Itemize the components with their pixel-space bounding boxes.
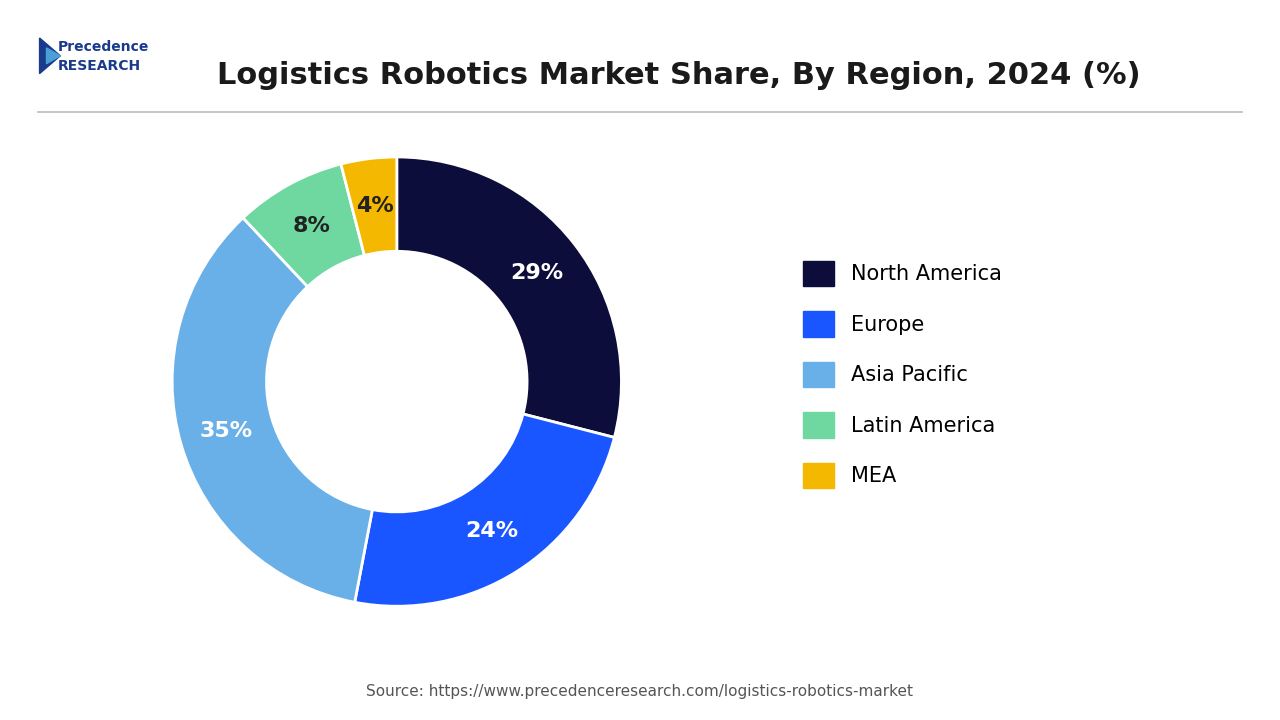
- Wedge shape: [340, 157, 397, 256]
- Text: 24%: 24%: [466, 521, 518, 541]
- Legend: North America, Europe, Asia Pacific, Latin America, MEA: North America, Europe, Asia Pacific, Lat…: [803, 261, 1001, 488]
- Polygon shape: [46, 48, 60, 64]
- Text: Logistics Robotics Market Share, By Region, 2024 (%): Logistics Robotics Market Share, By Regi…: [216, 61, 1140, 90]
- Wedge shape: [397, 157, 621, 438]
- Text: 35%: 35%: [200, 421, 253, 441]
- Wedge shape: [173, 218, 372, 602]
- Wedge shape: [355, 414, 614, 606]
- Text: Precedence
RESEARCH: Precedence RESEARCH: [58, 40, 148, 73]
- Wedge shape: [243, 164, 365, 287]
- Polygon shape: [40, 38, 60, 73]
- Text: 8%: 8%: [292, 216, 330, 236]
- Text: 4%: 4%: [356, 196, 393, 215]
- Text: Source: https://www.precedenceresearch.com/logistics-robotics-market: Source: https://www.precedenceresearch.c…: [366, 684, 914, 698]
- Text: 29%: 29%: [511, 263, 563, 283]
